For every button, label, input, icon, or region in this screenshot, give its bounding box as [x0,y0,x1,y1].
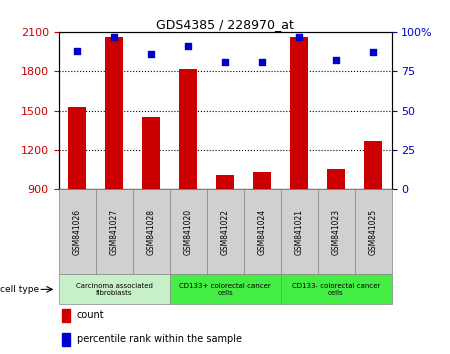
Text: Carcinoma associated
fibroblasts: Carcinoma associated fibroblasts [76,283,153,296]
Bar [355,189,392,274]
Text: GSM841022: GSM841022 [220,209,230,255]
Title: GDS4385 / 228970_at: GDS4385 / 228970_at [156,18,294,31]
Bar [95,189,132,274]
Text: count: count [77,310,104,320]
Text: CD133+ colorectal cancer
cells: CD133+ colorectal cancer cells [179,283,271,296]
Point [184,43,192,49]
Bar [58,189,95,274]
Point [221,59,229,65]
Text: cell type: cell type [0,285,39,294]
Text: GSM841025: GSM841025 [369,209,378,255]
Text: GSM841021: GSM841021 [294,209,303,255]
Bar [170,189,207,274]
Point [333,57,340,63]
Bar [132,189,170,274]
Point [148,51,155,57]
Bar [290,37,308,189]
Text: CD133- colorectal cancer
cells: CD133- colorectal cancer cells [292,283,380,296]
Bar [318,189,355,274]
Point [369,50,377,55]
Point [258,59,265,65]
Bar [216,175,234,189]
Bar [68,107,86,189]
Text: GSM841028: GSM841028 [147,209,156,255]
Bar [58,274,170,304]
Text: GSM841026: GSM841026 [72,209,81,255]
Bar [207,189,243,274]
Point [73,48,81,53]
Text: GSM841024: GSM841024 [257,209,266,255]
Bar [142,116,160,189]
Bar [243,189,280,274]
Bar [253,172,271,189]
Bar [179,69,197,189]
Text: percentile rank within the sample: percentile rank within the sample [77,335,242,344]
Bar [280,189,318,274]
Bar [327,169,345,189]
Bar [280,274,392,304]
Bar [364,142,382,189]
Text: GSM841027: GSM841027 [109,209,118,255]
Bar [105,37,123,189]
Text: GSM841020: GSM841020 [184,209,193,255]
Point [110,34,117,39]
Bar [62,333,70,346]
Text: GSM841023: GSM841023 [332,209,341,255]
Bar [170,274,280,304]
Bar [62,309,70,322]
Point [295,34,302,39]
